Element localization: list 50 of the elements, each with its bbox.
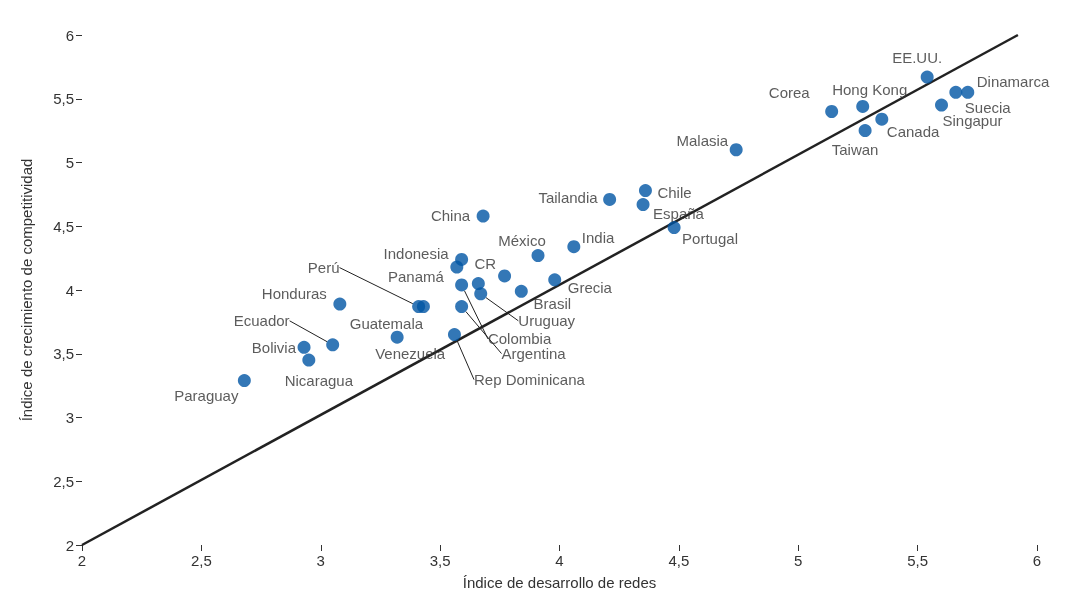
data-label: Canada [886,122,941,140]
x-tick-label: 4,5 [668,552,690,569]
y-tick-label: 2,5 [53,472,74,490]
data-label: Portugal [682,230,738,248]
y-axis-title: Índice de crecimiento de competitividad [18,158,35,422]
x-axis-title: Índice de desarrollo de redes [462,574,657,591]
data-label: Suecia [964,98,1012,116]
data-label: India [581,229,616,247]
data-label: Guatemala [349,315,424,333]
data-label: Colombia [487,330,552,348]
x-tick-label: 2,5 [190,552,212,569]
data-label: Honduras [261,284,327,302]
data-label: Brasil [533,294,572,312]
data-label: Ecuador [233,312,290,330]
data-label: Tailandia [538,188,599,206]
data-label: Bolivia [251,338,297,356]
data-label: Hong Kong [832,80,908,98]
data-label: Grecia [567,279,613,297]
y-tick-label: 5,5 [53,90,74,108]
y-tick-label: 6 [65,26,74,44]
data-label: Perú [307,259,340,277]
y-tick-label: 3 [65,409,74,426]
x-tick-label: 5,5 [907,552,929,569]
data-label: China [430,206,471,224]
x-tick-label: 3,5 [429,552,451,569]
data-label: Indonesia [383,244,450,262]
data-label: Dinamarca [976,72,1050,90]
data-label: Uruguay [518,312,576,330]
data-label: Rep Dominicana [474,371,586,389]
y-tick-label: 4,5 [53,217,74,235]
data-label: Nicaragua [284,371,354,389]
data-label: Panamá [387,267,445,285]
y-tick-label: 2 [65,536,74,554]
data-label: México [498,232,546,250]
x-tick-label: 5 [794,552,803,569]
data-label: Chile [657,184,692,202]
data-label: EE.UU. [892,48,943,66]
x-tick-label: 6 [1032,552,1042,569]
x-tick-label: 4 [555,552,564,569]
data-label: CR [474,255,497,273]
x-tick-label: 2 [77,552,87,569]
y-tick-label: 4 [65,281,74,299]
data-label: Malasia [676,132,729,150]
data-label: Taiwan [831,141,879,159]
x-tick-label: 3 [316,552,325,569]
y-tick-label: 5 [65,154,74,171]
data-label: Paraguay [174,387,239,405]
data-label: Argentina [501,345,567,363]
y-tick-label: 3,5 [53,345,74,363]
data-label: Corea [768,84,811,101]
